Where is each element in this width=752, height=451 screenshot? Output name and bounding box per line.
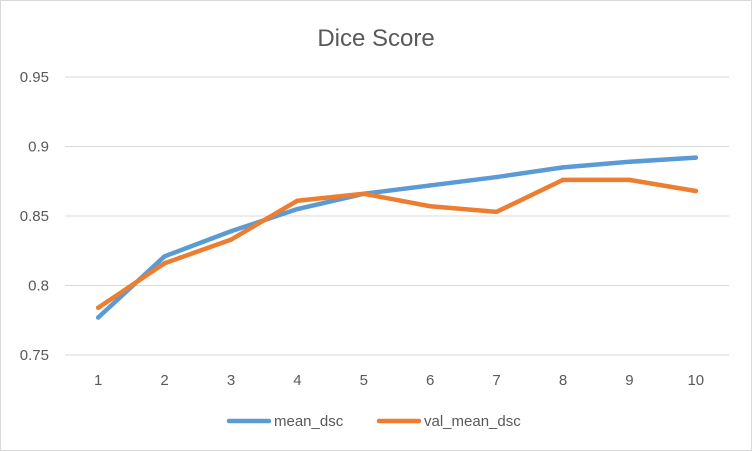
data-point (228, 237, 234, 242)
x-tick-label: 10 (687, 372, 704, 389)
y-tick-label: 0.9 (28, 139, 49, 156)
y-axis-tick-labels: 0.75 0.8 0.85 0.9 0.95 (20, 69, 49, 364)
data-point (361, 191, 366, 196)
data-point (494, 209, 499, 215)
data-point (96, 315, 101, 320)
legend-label: mean_dsc (274, 413, 344, 430)
data-point (295, 198, 300, 203)
legend-label: val_mean_dsc (424, 413, 521, 430)
data-point (428, 183, 433, 188)
data-point (162, 254, 167, 259)
series-lines (95, 155, 699, 320)
chart-title: Dice Score (317, 25, 434, 52)
data-point (627, 177, 632, 183)
data-point (560, 177, 566, 183)
data-point (560, 165, 566, 170)
x-tick-label: 8 (559, 372, 567, 389)
y-tick-label: 0.95 (20, 69, 49, 86)
x-tick-label: 9 (625, 372, 633, 389)
y-tick-label: 0.75 (20, 347, 49, 364)
legend: mean_dsc val_mean_dsc (226, 413, 521, 430)
x-tick-label: 3 (227, 372, 235, 389)
x-axis-tick-labels: 1 2 3 4 5 6 7 8 9 10 (94, 372, 704, 389)
data-point (494, 174, 499, 180)
data-point (693, 188, 698, 194)
x-tick-label: 4 (293, 372, 301, 389)
x-tick-label: 6 (426, 372, 434, 389)
y-tick-label: 0.8 (28, 278, 49, 295)
data-point (162, 261, 167, 266)
y-tick-label: 0.85 (20, 208, 49, 225)
x-tick-label: 7 (492, 372, 500, 389)
series-line-val-mean-dsc (95, 177, 699, 310)
series-line-mean-dsc (95, 155, 699, 320)
data-point (693, 155, 698, 160)
data-point (428, 204, 433, 209)
x-tick-label: 5 (360, 372, 368, 389)
data-point (228, 229, 234, 234)
x-tick-label: 1 (94, 372, 102, 389)
data-point (96, 305, 101, 310)
data-point (295, 206, 300, 212)
gridlines (65, 76, 729, 356)
x-tick-label: 2 (160, 372, 168, 389)
data-point (627, 159, 632, 164)
